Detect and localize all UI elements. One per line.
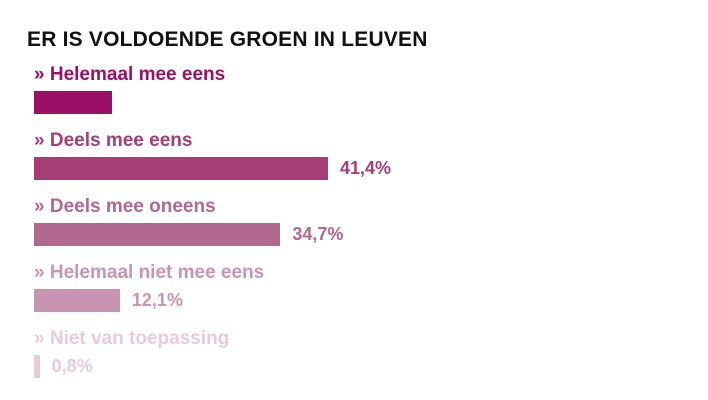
bar [34, 223, 281, 246]
bar [34, 91, 113, 114]
value-label: 12,1% [131, 290, 183, 310]
bar-row: » Helemaal niet mee eens 12,1% [34, 262, 694, 322]
bar [34, 289, 120, 312]
category-label: » Helemaal mee eens [34, 64, 226, 85]
bar-row: » Deels mee eens 41,4% [34, 130, 694, 190]
bar [34, 157, 328, 180]
category-label: » Deels mee oneens [34, 196, 216, 217]
bar-row: » Niet van toepassing 0,8% [34, 328, 694, 388]
value-label: 34,7% [292, 224, 344, 244]
value-label: 0,8% [51, 356, 93, 376]
bar-row: » Deels mee oneens 34,7% [34, 196, 694, 256]
value-label: 41,4% [339, 158, 391, 178]
chart-title: ER IS VOLDOENDE GROEN IN LEUVEN [27, 28, 428, 51]
category-label: » Helemaal niet mee eens [34, 262, 265, 283]
category-label: » Niet van toepassing [34, 328, 230, 349]
bar-row: » Helemaal mee eens [34, 64, 694, 124]
bar [34, 355, 40, 378]
category-label: » Deels mee eens [34, 130, 193, 151]
